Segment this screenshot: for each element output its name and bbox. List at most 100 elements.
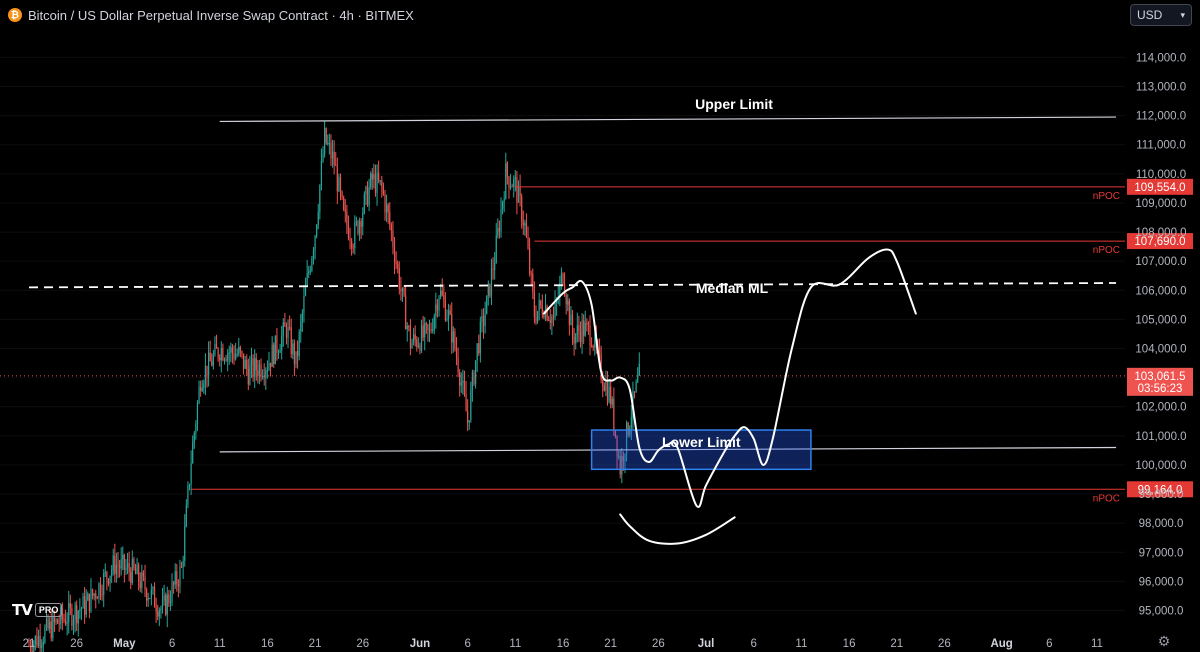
time-tick-label: 6	[169, 638, 175, 650]
candle-body	[99, 583, 102, 595]
candle-body	[339, 177, 342, 192]
lower-limit-line[interactable]	[219, 446, 1117, 453]
candle-body	[583, 320, 585, 336]
time-tick-label: 26	[938, 638, 951, 650]
candle-body	[576, 325, 578, 335]
candle-body	[147, 598, 149, 601]
candle-body	[413, 334, 415, 343]
candle-body	[223, 359, 226, 361]
candle-body	[637, 375, 639, 382]
candle-body	[613, 398, 615, 431]
candle-body	[406, 325, 408, 330]
candle-body	[53, 615, 56, 623]
candle-body	[301, 312, 303, 322]
candle-body	[536, 311, 539, 322]
median-line[interactable]	[28, 282, 1117, 289]
price-axis[interactable]: 95,000.0 96,000.0 97,000.0 98,000.0 99,000.0…	[1135, 52, 1186, 617]
pro-badge: PRO	[34, 603, 63, 617]
candle-body	[381, 180, 383, 187]
candle-body	[200, 386, 202, 391]
candle-body	[281, 335, 283, 351]
candle-body	[158, 610, 160, 617]
price-tick-label: 105,000.0	[1135, 314, 1186, 326]
candle-body	[490, 268, 493, 296]
candle-body	[535, 317, 537, 322]
candle-body	[52, 615, 54, 639]
candle-body	[103, 573, 105, 595]
tradingview-logo[interactable]: TV PRO	[12, 601, 63, 619]
candle-body	[279, 350, 281, 353]
candle-body	[212, 354, 214, 366]
candle-body	[349, 238, 351, 241]
candle-body	[546, 306, 548, 320]
candle-body	[31, 650, 33, 652]
candle-body	[265, 370, 267, 378]
candle-body	[560, 273, 563, 284]
candle-body	[422, 325, 424, 338]
candle-body	[196, 402, 199, 424]
candle-body	[382, 186, 385, 194]
time-axis[interactable]: 21 26 May 6 11 16 21 26 Jun 6 11 16 21 26 Jul 6 11 16 21 26…	[23, 638, 1103, 650]
npoc-price-label: 109,554.0	[1134, 182, 1185, 194]
candle-body	[346, 211, 348, 226]
candle-body	[176, 571, 178, 585]
candle-body	[173, 582, 175, 585]
candle-body	[209, 352, 211, 362]
bottom-curve[interactable]	[619, 513, 736, 545]
candle-body	[503, 198, 505, 202]
candle-body	[433, 316, 435, 330]
candle-body	[529, 248, 531, 273]
candle-body	[387, 204, 389, 213]
candle-body	[419, 345, 421, 351]
candle-body	[571, 314, 574, 338]
candle-body	[134, 568, 137, 575]
candle-body	[207, 352, 210, 377]
candle-body	[559, 283, 561, 297]
candle-body	[368, 187, 370, 206]
candle-body	[527, 236, 529, 249]
candle-body	[614, 430, 617, 436]
candle-body	[363, 194, 365, 213]
pitchfork-channel[interactable]	[28, 116, 1117, 453]
candle-body	[217, 348, 219, 358]
candle-body	[432, 329, 434, 331]
upper-limit-line[interactable]	[219, 116, 1117, 123]
candle-body	[141, 572, 143, 589]
candle-body	[77, 611, 79, 624]
candle-body	[71, 607, 73, 626]
time-tick-label: 16	[557, 638, 570, 650]
candle-body	[355, 221, 357, 223]
npoc-price-tag	[1127, 233, 1193, 250]
candle-body	[42, 641, 44, 646]
candle-body	[179, 566, 181, 587]
time-tick-label: 11	[1091, 638, 1103, 650]
candle-body	[517, 186, 520, 203]
gear-icon[interactable]: ⚙	[1157, 632, 1171, 649]
candle-body	[152, 587, 154, 590]
candle-body	[333, 151, 335, 165]
price-tick-label: 95,000.0	[1139, 606, 1184, 618]
bitcoin-icon: ₿	[8, 8, 22, 22]
candle-body	[401, 287, 404, 292]
lower-limit-zone[interactable]	[590, 429, 812, 471]
candle-body	[171, 582, 173, 603]
symbol-header[interactable]: ₿ Bitcoin / US Dollar Perpetual Inverse …	[8, 5, 414, 25]
candle-body	[293, 343, 296, 364]
projection-path[interactable]	[542, 248, 917, 509]
candle-body	[161, 600, 164, 609]
candle-body	[492, 268, 494, 270]
candle-body	[79, 609, 81, 612]
npoc-label: nPOC	[1093, 245, 1120, 256]
candle-body	[276, 335, 278, 353]
candle-body	[63, 619, 65, 621]
currency-button[interactable]: USD ▾	[1130, 4, 1192, 26]
candle-body	[362, 212, 364, 227]
candle-body	[304, 285, 307, 296]
candle-body	[335, 164, 337, 167]
candle-body	[519, 186, 521, 197]
candle-body	[343, 197, 345, 210]
candle-body	[395, 261, 397, 264]
candle-body	[157, 611, 159, 617]
candle-body	[300, 321, 302, 332]
